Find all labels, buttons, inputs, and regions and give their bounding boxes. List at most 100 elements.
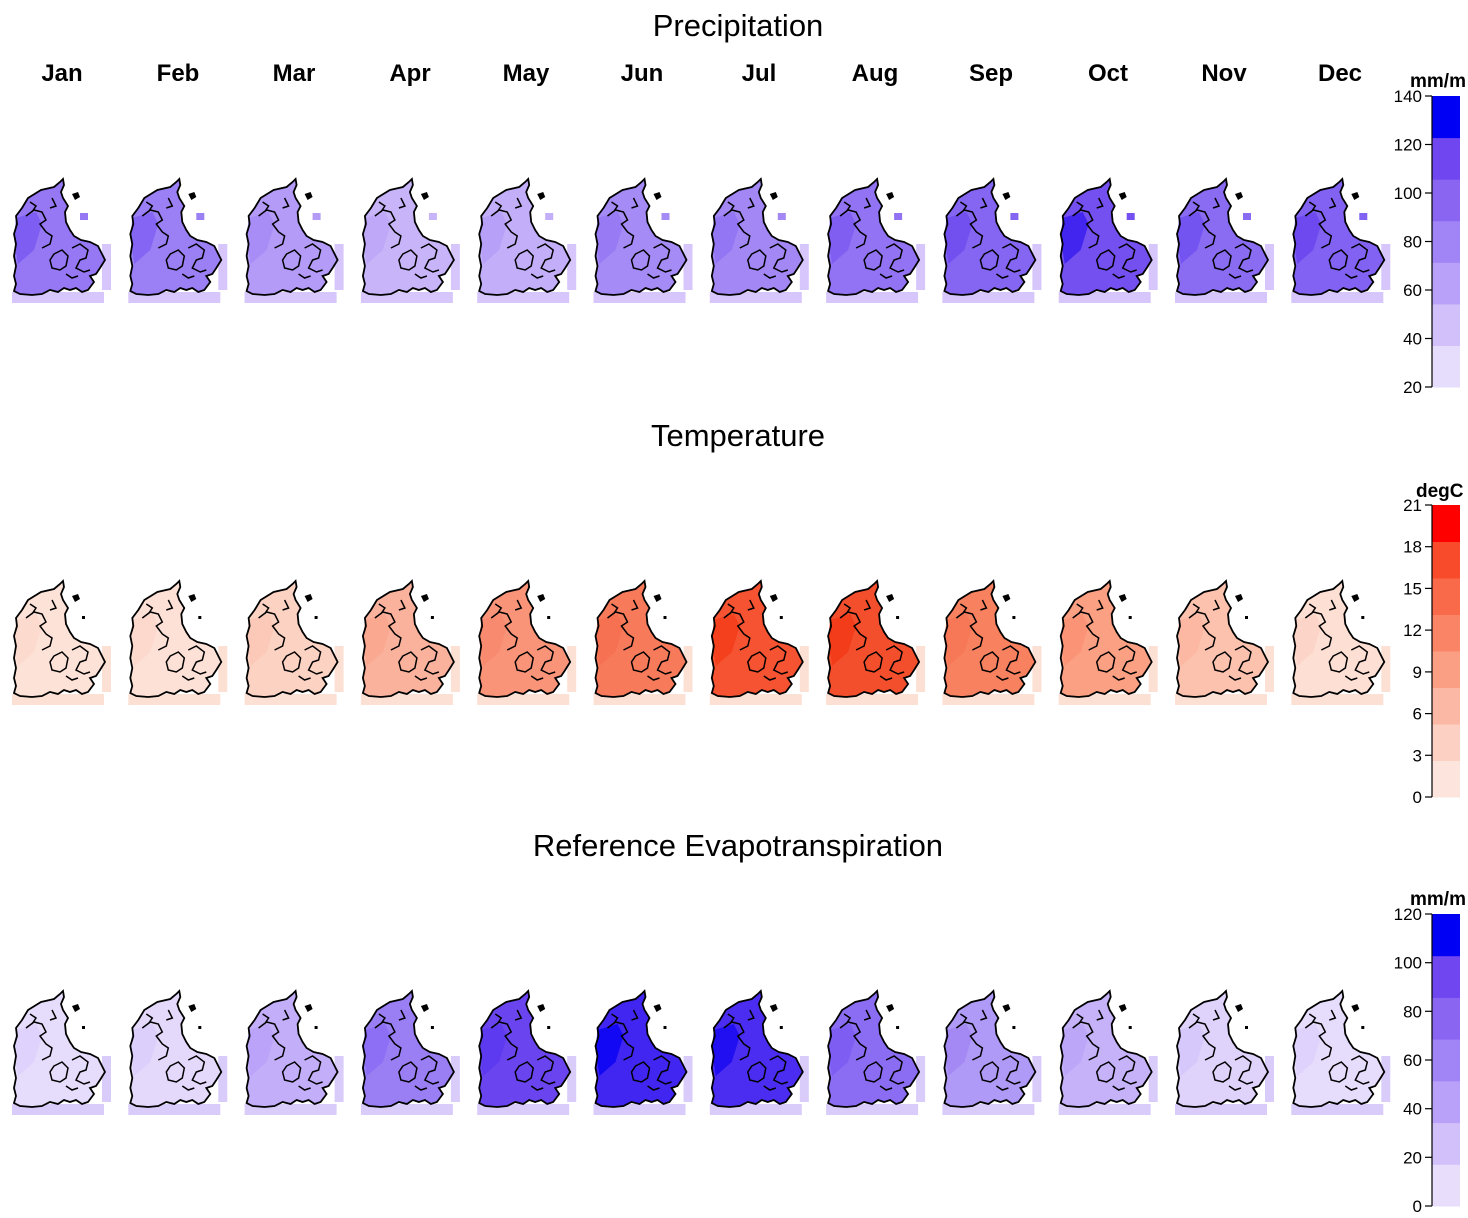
map-west-coast-shading [1177, 614, 1205, 666]
map-west-coast-shading [1177, 1024, 1205, 1076]
map-temperature-jan [12, 580, 111, 705]
map-reference-evapotranspiration-apr [360, 990, 460, 1115]
map-west-coast-shading [14, 212, 42, 264]
map-precipitation-apr [360, 178, 460, 303]
map-west-coast-shading [595, 212, 624, 264]
map-precipitation-jul [709, 178, 809, 303]
map-west-coast-shading [1293, 614, 1322, 666]
map-island-laeso [1118, 594, 1127, 602]
map-grid-fringe [244, 1104, 337, 1115]
map-west-coast-shading [711, 1024, 740, 1076]
colorbar-swatch [1432, 303, 1460, 346]
map-island-anholt [896, 1026, 900, 1029]
map-precipitation-may [477, 178, 577, 303]
map-island-laeso [886, 1004, 895, 1012]
panel-title-precipitation: Precipitation [653, 8, 824, 43]
map-temperature-apr [360, 580, 460, 705]
map-grid-fringe [1175, 1104, 1267, 1115]
colorbar-tick-label: 20 [1403, 1148, 1422, 1167]
month-label-dec: Dec [1318, 60, 1362, 87]
colorbar-swatch [1432, 760, 1460, 798]
month-header-row: Jan Feb Mar Apr May Jun Jul Aug Sep Oct … [41, 60, 1362, 87]
map-grid-fringe [1032, 1056, 1042, 1102]
panel-precipitation: Precipitation mm/m 20 40 60 80 100 120 140 [12, 8, 1466, 397]
map-grid-fringe [12, 694, 104, 705]
map-island-anholt [198, 1026, 202, 1029]
colorbar-swatch [1432, 997, 1460, 1040]
map-grid-fringe [360, 1104, 453, 1115]
map-temperature-jul [709, 580, 809, 705]
map-west-coast-shading [944, 614, 973, 666]
map-island-laeso [1351, 192, 1360, 200]
map-grid-fringe [1265, 1056, 1274, 1102]
map-island-laeso [653, 192, 662, 200]
map-island-laeso [420, 594, 429, 602]
map-island-anholt [547, 1026, 551, 1029]
map-island-anholt [1245, 616, 1248, 619]
map-island-laeso [72, 1004, 80, 1012]
map-island-laeso [886, 594, 895, 602]
map-west-coast-shading [828, 1024, 857, 1076]
map-island-cell [196, 213, 205, 220]
map-grid-fringe [709, 292, 802, 303]
map-grid-fringe [1148, 1056, 1158, 1102]
map-grid-fringe [128, 292, 221, 303]
map-island-anholt [779, 616, 783, 619]
map-island-cell [1359, 213, 1368, 220]
map-west-coast-shading [14, 1024, 42, 1076]
colorbar-swatch [1432, 179, 1460, 222]
month-label-jun: Jun [621, 60, 664, 87]
map-west-coast-shading [14, 614, 42, 666]
colorbar-swatch [1432, 651, 1460, 688]
colorbar-tick-label: 60 [1403, 1051, 1422, 1070]
map-grid-fringe [477, 292, 570, 303]
colorbar-swatch [1432, 345, 1460, 388]
map-grid-fringe [799, 646, 809, 692]
map-temperature-may [477, 580, 577, 705]
map-west-coast-shading [711, 212, 740, 264]
colorbar-tick-label: 140 [1394, 87, 1422, 106]
colorbar-swatch [1432, 1122, 1460, 1165]
colorbar-swatch [1432, 578, 1460, 615]
map-grid-fringe [1175, 292, 1267, 303]
map-grid-fringe [12, 292, 104, 303]
map-island-cell [80, 213, 88, 220]
map-island-anholt [1361, 1026, 1365, 1029]
map-grid-fringe [128, 1104, 221, 1115]
colorbar-tick-label: 3 [1413, 746, 1422, 765]
map-row-precipitation [12, 178, 1391, 303]
map-island-laeso [304, 192, 313, 200]
map-temperature-mar [244, 580, 344, 705]
map-grid-fringe [1381, 646, 1391, 692]
map-grid-fringe [826, 694, 919, 705]
colorbar-swatch [1432, 541, 1460, 579]
map-row-reference-evapotranspiration [12, 990, 1391, 1115]
colorbar-tick-label: 120 [1394, 905, 1422, 924]
map-grid-fringe [1291, 292, 1384, 303]
map-west-coast-shading [1060, 1024, 1089, 1076]
colorbar-tick-label: 40 [1403, 330, 1422, 349]
map-grid-fringe [916, 646, 926, 692]
map-grid-fringe [477, 1104, 570, 1115]
colorbar-tick-label: 100 [1394, 184, 1422, 203]
map-temperature-oct [1058, 580, 1158, 705]
colorbar-tick-label: 100 [1394, 954, 1422, 973]
colorbar-unit-label: mm/m [1410, 889, 1466, 910]
map-reference-evapotranspiration-jul [709, 990, 809, 1115]
map-grid-fringe [916, 1056, 926, 1102]
map-island-anholt [663, 1026, 667, 1029]
map-west-coast-shading [828, 614, 857, 666]
colorbar-unit-label: mm/m [1410, 71, 1466, 92]
map-island-anholt [1012, 1026, 1016, 1029]
map-west-coast-shading [130, 1024, 159, 1076]
map-reference-evapotranspiration-nov [1175, 990, 1274, 1115]
map-grid-fringe [334, 244, 344, 290]
map-west-coast-shading [711, 614, 740, 666]
map-grid-fringe [12, 1104, 104, 1115]
colorbar-swatch [1432, 96, 1460, 139]
map-island-anholt [1245, 1026, 1248, 1029]
colorbar-swatch [1432, 1080, 1460, 1124]
map-island-cell [894, 213, 903, 220]
map-west-coast-shading [1177, 212, 1205, 264]
